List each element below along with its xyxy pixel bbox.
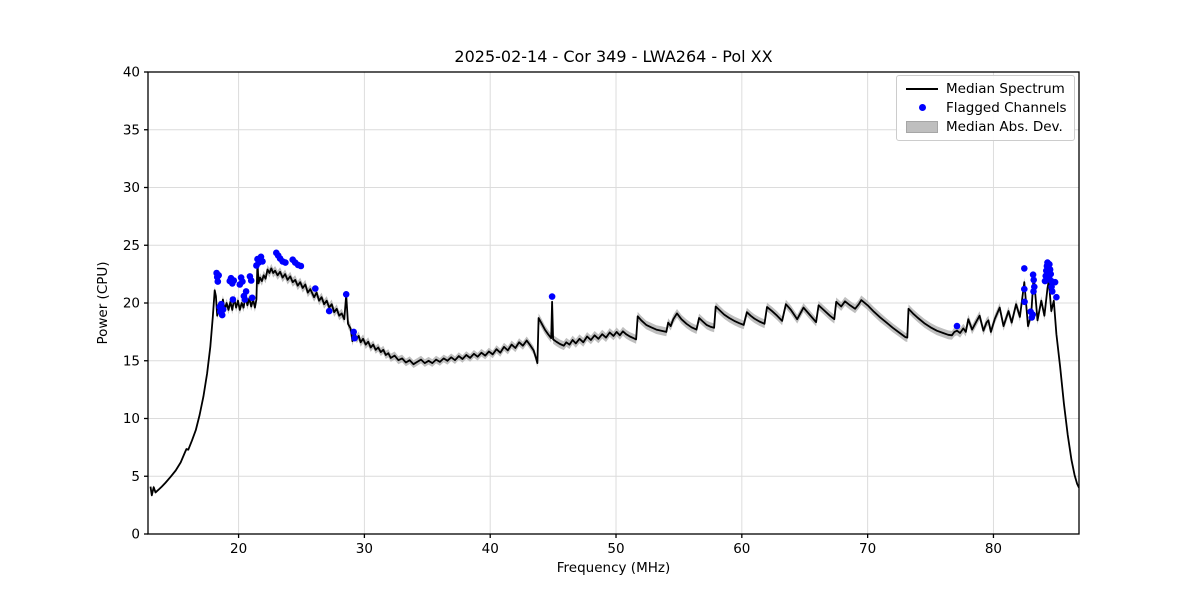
flagged-channel-point [282,259,289,266]
flagged-channel-point [312,285,319,292]
legend-label: Flagged Channels [946,99,1067,116]
flagged-channel-point [351,334,358,342]
y-tick-label: 15 [123,353,140,369]
flagged-channel-point [215,272,222,279]
flagged-channel-point [297,262,305,270]
y-tick-label: 10 [123,411,140,427]
x-axis-label: Frequency (MHz) [556,560,671,576]
flagged-channel-point [242,288,250,295]
flagged-channel-point [239,278,246,285]
y-tick-label: 0 [131,527,140,543]
flagged-channel-point [548,293,556,300]
y-tick-label: 5 [131,469,140,485]
flagged-channel-point [325,307,333,315]
flagged-channel-point [1021,298,1028,306]
y-tick-label: 25 [123,238,140,254]
flagged-channel-point [248,294,256,302]
flagged-channel-point [342,291,350,298]
y-tick-label: 40 [123,65,140,81]
flagged-channel-point [214,278,222,285]
x-tick-label: 40 [482,541,499,557]
flagged-channel-point [1053,293,1060,301]
flagged-channel-point [230,277,238,284]
legend-item-flagged-channels: Flagged Channels [897,98,1074,117]
x-tick-label: 80 [985,541,1002,557]
y-tick-label: 30 [123,180,140,196]
y-tick-label: 20 [123,296,140,312]
plot-title: 2025-02-14 - Cor 349 - LWA264 - Pol XX [454,47,773,66]
flagged-channel-point [1046,261,1053,268]
x-tick-label: 30 [356,541,373,557]
x-tick-label: 70 [859,541,876,557]
flagged-channel-point [259,258,266,265]
flagged-channel-point [1030,276,1037,284]
x-tick-label: 20 [230,541,247,557]
flagged-channel-point [1030,288,1037,295]
y-tick-label: 35 [123,122,140,138]
legend-item-median-abs-dev: Median Abs. Dev. [897,118,1074,137]
median-spectrum-line [149,260,1079,497]
flagged-channel-point [1021,285,1028,293]
flagged-channel-point [247,277,255,284]
flagged-channel-point [1049,288,1056,295]
legend-item-median-spectrum: Median Spectrum [897,79,1074,98]
flagged-channel-dot-icon [906,104,938,112]
flagged-channel-point [1051,278,1059,286]
legend-label: Median Abs. Dev. [946,119,1063,136]
mad-band-patch-icon [906,121,938,134]
x-tick-label: 50 [607,541,624,557]
median-spectrum-line-icon [906,87,938,90]
flagged-channel-point [229,296,237,303]
flagged-channel-point [241,296,249,303]
flagged-channel-point [218,311,226,319]
y-axis-label: Power (CPU) [95,261,111,345]
flagged-channel-point [1021,265,1028,272]
legend: Median Spectrum Flagged Channels Median … [896,75,1075,141]
flagged-channel-point [350,328,358,336]
flagged-channel-point [1029,271,1037,279]
flagged-channel-point [953,322,961,330]
legend-label: Median Spectrum [946,80,1065,97]
flagged-channel-point [217,300,225,308]
flagged-channel-point [1029,311,1036,318]
flagged-channel-point [1047,270,1054,278]
flagged-channel-point [219,306,227,313]
x-tick-label: 60 [733,541,750,557]
mad-band [150,257,1079,497]
